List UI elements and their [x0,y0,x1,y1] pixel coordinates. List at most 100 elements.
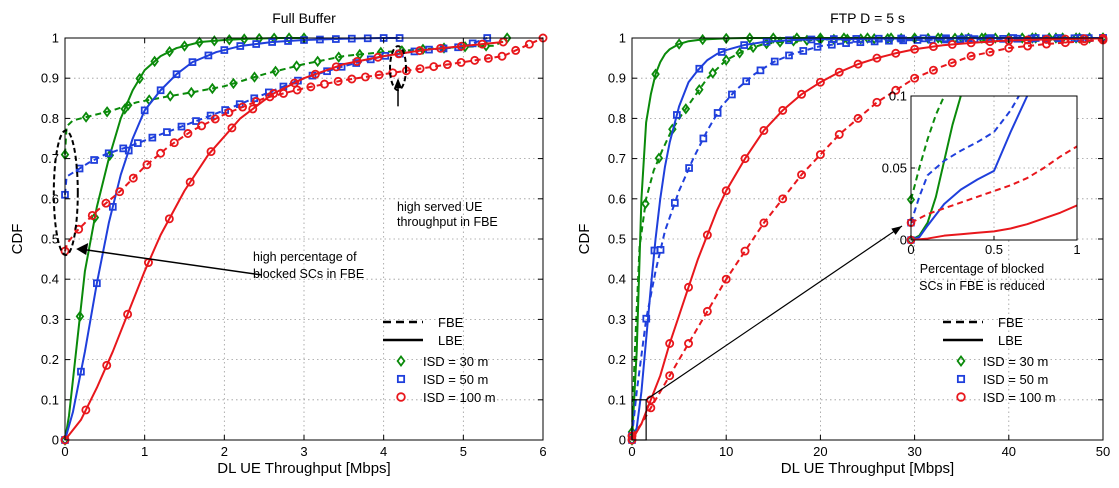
x-tick-label: 50 [1096,444,1110,459]
data-point [665,339,675,348]
legend-marker [956,355,966,367]
y-axis-label: CDF [9,224,26,255]
data-point [104,149,113,158]
data-point [807,35,816,44]
y-tick-label: 0.7 [608,151,626,166]
data-point [785,36,793,45]
data-point [333,76,343,86]
data-point [456,57,466,67]
y-tick-label: 0.5 [608,232,626,247]
data-point [695,64,704,73]
data-point [290,78,299,88]
data-point [651,68,660,80]
data-point [708,67,718,79]
inset-y-tick-label: 0.1 [889,89,907,104]
data-point [188,58,197,66]
data-point [81,405,91,415]
x-tick-label: 40 [1002,444,1016,459]
x-tick-label: 6 [539,444,546,459]
legend-label: ISD = 50 m [983,372,1048,387]
data-point [1004,35,1014,45]
x-tick-label: 3 [300,444,307,459]
y-tick-label: 0.4 [41,272,59,287]
series-line-50m-lbe [64,37,400,441]
data-point [899,36,908,45]
data-point [250,71,259,83]
data-point [650,246,659,255]
data-point [985,47,995,57]
data-point [834,130,844,139]
annotation-arrowhead [76,243,89,256]
data-point [185,177,195,187]
inset-caption-line2: SCs in FBE is reduced [919,279,1045,293]
data-point [468,39,477,48]
data-point [785,51,793,60]
chart-title: Full Buffer [272,10,336,26]
data-point [81,111,91,123]
series-line-30m-fbe [64,37,508,155]
x-tick-label: 4 [380,444,387,459]
data-point [759,125,769,135]
data-point [210,114,220,124]
data-point [248,104,258,114]
data-point [673,111,681,119]
data-point [102,360,112,370]
data-point [415,46,425,56]
data-point [313,55,322,68]
data-point [429,62,439,72]
inset-line-30m-fbe [911,96,946,200]
data-point [762,37,771,46]
data-point [745,32,755,44]
data-point [165,90,175,102]
data-point [721,186,731,196]
series-line-50m-fbe [64,37,488,195]
y-tick-label: 0.2 [41,352,59,367]
data-point [347,74,357,84]
data-point [702,230,712,240]
data-point [1023,41,1033,51]
data-point [852,35,861,43]
data-point [252,40,261,48]
data-point [717,48,726,56]
inset-line-100m-lbe [911,204,1077,240]
data-point [374,70,384,80]
data-point [656,246,665,254]
data-point [842,39,850,47]
data-point [1023,35,1033,45]
data-point [891,85,901,95]
data-point [87,210,97,220]
x-tick-label: 20 [813,444,827,459]
data-point [264,88,273,97]
legend-marker [396,392,406,402]
data-point [320,79,329,89]
x-tick-label: 5 [460,444,467,459]
annotation-served-line2: throughput in FBE [397,215,498,229]
data-point [164,214,174,224]
data-point [123,309,133,319]
y-tick-label: 0.8 [608,111,626,126]
legend-label: FBE [438,315,464,330]
zoom-pointer-arrowhead [891,226,902,235]
data-point [872,53,882,63]
data-point [1042,34,1051,44]
legend-label: LBE [998,333,1023,348]
data-point [897,34,905,43]
data-point [347,34,356,43]
data-point [442,60,452,70]
x-tick-label: 1 [141,444,148,459]
y-tick-label: 0.6 [608,191,626,206]
data-point [77,367,85,376]
data-point [721,54,731,66]
data-point [156,86,165,95]
data-point [642,314,651,323]
data-point [702,306,712,316]
data-point [778,194,788,204]
data-point [815,150,825,160]
y-tick-label: 0 [52,433,59,448]
data-point [748,41,758,54]
data-point [150,55,159,68]
inset-y-tick-label: 0 [900,233,907,248]
data-point [792,32,802,44]
y-tick-label: 0.5 [41,232,59,247]
